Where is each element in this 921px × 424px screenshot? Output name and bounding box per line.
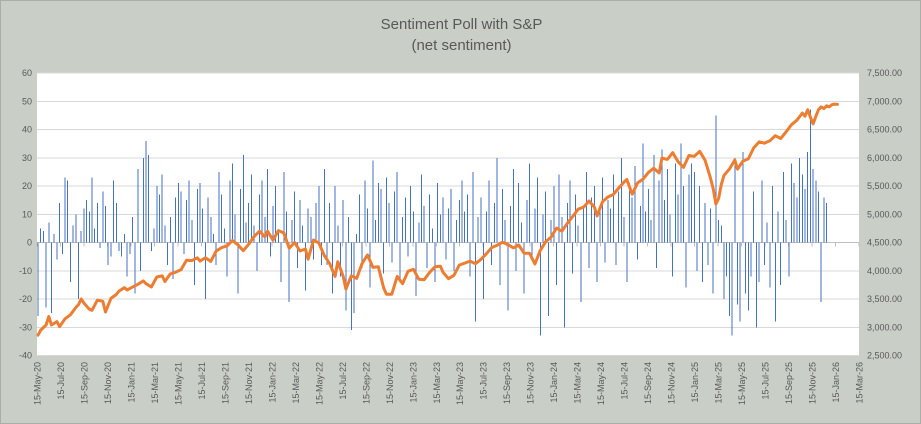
right-axis-tick-label: 4,000.00: [867, 266, 902, 276]
x-axis-tick-label: 15-Nov-23: [526, 362, 536, 404]
x-axis-tick-label: 15-Jan-25: [690, 362, 700, 403]
x-axis-tick-label: 15-May-25: [737, 362, 747, 405]
left-axis-tick-label: -10: [19, 266, 32, 276]
x-axis-tick-label: 15-Mar-22: [291, 362, 301, 404]
x-axis-tick-label: 15-May-23: [455, 362, 465, 405]
x-axis-tick-label: 15-Jan-21: [126, 362, 136, 403]
axis-labels: 60 7,500.00 50 7,000.00 40 6,500.00 30 6,000.00…: [19, 68, 902, 405]
left-axis-tick-label: 30: [22, 153, 32, 163]
x-axis-tick-label: 15-Sep-24: [643, 362, 653, 404]
x-axis-tick-label: 15-Sep-21: [220, 362, 230, 404]
x-axis-tick-label: 15-Jan-24: [549, 362, 559, 403]
right-axis-tick-label: 3,500.00: [867, 294, 902, 304]
x-axis-tick-label: 15-Jul-23: [479, 362, 489, 400]
x-axis-tick-label: 15-Jul-24: [620, 362, 630, 400]
right-axis-tick-label: 4,500.00: [867, 238, 902, 248]
right-axis-tick-label: 7,500.00: [867, 68, 902, 78]
left-axis-tick-label: -30: [19, 322, 32, 332]
x-axis-tick-label: 15-Mar-26: [855, 362, 865, 404]
x-axis-tick-label: 15-Mar-24: [573, 362, 583, 404]
left-axis-tick-label: -20: [19, 294, 32, 304]
right-axis-tick-label: 6,000.00: [867, 153, 902, 163]
x-axis-tick-label: 15-Jul-25: [761, 362, 771, 400]
x-axis-tick-label: 15-Nov-22: [385, 362, 395, 404]
x-axis-tick-label: 15-Sep-23: [502, 362, 512, 404]
x-axis-tick-label: 15-Jan-26: [831, 362, 841, 403]
right-axis-tick-label: 2,500.00: [867, 351, 902, 361]
right-axis-tick-label: 5,000.00: [867, 209, 902, 219]
x-axis-tick-label: 15-Mar-25: [714, 362, 724, 404]
right-axis-tick-label: 5,500.00: [867, 181, 902, 191]
x-axis-tick-label: 15-Jul-21: [197, 362, 207, 400]
left-axis-tick-label: 60: [22, 68, 32, 78]
x-axis-tick-label: 15-Jan-23: [408, 362, 418, 403]
x-axis-tick-label: 15-May-20: [33, 362, 43, 405]
x-axis-tick-label: 15-Sep-25: [784, 362, 794, 404]
x-axis-tick-label: 15-Nov-25: [808, 362, 818, 404]
right-axis-tick-label: 3,000.00: [867, 322, 902, 332]
x-axis-tick-label: 15-May-22: [314, 362, 324, 405]
left-axis-tick-label: -40: [19, 351, 32, 361]
left-axis-tick-label: 50: [22, 96, 32, 106]
x-axis-tick-label: 15-Sep-22: [361, 362, 371, 404]
x-axis-tick-label: 15-Jul-22: [338, 362, 348, 400]
x-axis-tick-label: 15-May-24: [596, 362, 606, 405]
left-axis-tick-label: 40: [22, 125, 32, 135]
x-axis-tick-label: 15-Jul-20: [56, 362, 66, 400]
left-axis-tick-label: 20: [22, 181, 32, 191]
x-axis-tick-label: 15-Mar-21: [150, 362, 160, 404]
left-axis-tick-label: 0: [27, 238, 32, 248]
right-axis-tick-label: 6,500.00: [867, 125, 902, 135]
right-axis-tick-label: 7,000.00: [867, 96, 902, 106]
sp500-line: [36, 102, 839, 337]
x-axis-tick-label: 15-Sep-20: [79, 362, 89, 404]
left-axis-tick-label: 10: [22, 209, 32, 219]
x-axis-tick-label: 15-Nov-21: [244, 362, 254, 404]
x-axis-tick-label: 15-Nov-20: [103, 362, 113, 404]
x-axis-tick-label: 15-Jan-22: [267, 362, 277, 403]
x-axis-tick-label: 15-Nov-24: [667, 362, 677, 404]
x-axis-tick-label: 15-May-21: [173, 362, 183, 405]
x-axis-tick-label: 15-Mar-23: [432, 362, 442, 404]
